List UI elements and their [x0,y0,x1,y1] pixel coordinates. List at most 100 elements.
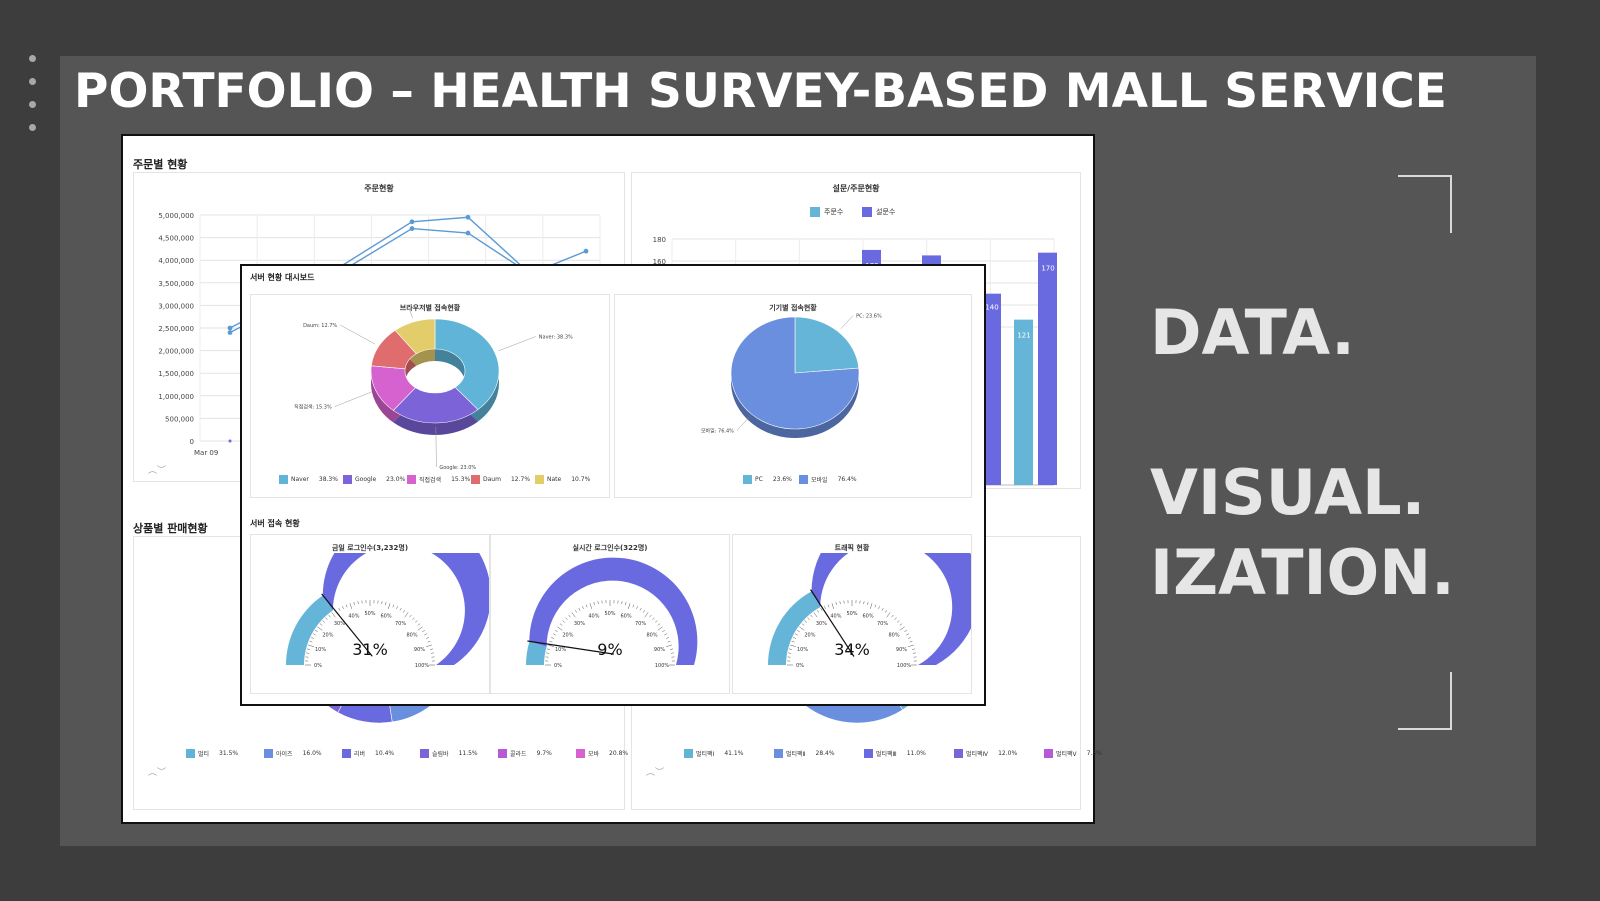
gauge-tick [807,617,810,620]
legend-label: 멀티팩Ⅲ [876,751,897,758]
gauge-tick [793,637,797,639]
legend-swatch [342,749,351,758]
legend-item[interactable]: Daum 12.7% [471,475,530,484]
legend-label: 멀티 [198,751,210,758]
gauge-tick-label: 90% [414,647,425,653]
slice-label: Daum: 12.7% [303,323,337,329]
legend-label: 멀티팩Ⅱ [786,751,806,758]
gauge-tick [894,617,897,620]
gauge-panel-login-today: 금일 로그인수(3,232명) 0% 10% 20% 30% 40% 50% 60% 70% 8… [250,534,490,694]
gauge-tick [897,620,900,623]
legend-value: 10.7% [571,476,591,483]
gauge-tick-label: 100% [897,663,912,669]
legend-item[interactable]: 직접검색 15.3% [407,475,470,484]
menu-dots-icon[interactable] [29,55,37,147]
legend-item[interactable]: 멀티팩Ⅲ 11.0% [864,749,926,758]
legend-item[interactable]: 멀티팩Ⅴ 7.5% [1044,749,1102,758]
gauge-tick-label: 30% [334,621,345,627]
gauge-tick-label: 10% [797,647,808,653]
gauge-needle [810,589,855,657]
gauge-tick [562,620,565,623]
gauge-tick [632,604,635,608]
legend-value: 38.3% [318,476,338,483]
legend-swatch [279,475,288,484]
gauge-title: 실시간 로그인수(322명) [572,544,648,552]
legend-label: Nate [547,476,562,483]
data-point [228,439,232,443]
gauge-title: 금일 로그인수(3,232명) [331,544,409,552]
gauge-traffic: 0% 10% 20%30%40% 50% 60%70%80% 90% 100% 34% [768,553,971,669]
gauge-tick [907,637,911,639]
pie-slice [794,316,860,374]
legend-item[interactable]: 멀티팩Ⅳ 12.0% [954,749,1017,758]
gauge-tick [912,652,916,654]
legend-order-count[interactable]: 주문수 [810,207,843,217]
gauge-tick [314,629,318,632]
gauge-tick [338,607,341,611]
gauge-tick-label: 0% [314,663,322,669]
legend-item[interactable]: 콜라드 9.7% [498,749,552,758]
legend-item[interactable]: 멀티팩Ⅰ 41.1% [684,749,743,758]
gauge-tick [412,617,415,620]
gauge-tick [403,609,406,613]
gauge-tick-label: 10% [315,647,326,653]
y-tick-label: 2,500,000 [158,325,194,333]
gauge-tick-label: 50% [604,611,615,617]
gauge-panel-login-realtime: 실시간 로그인수(322명) 0% 10% 20% 30% 40% 50% 60% 70% 80… [490,534,730,694]
legend-item[interactable]: Google 23.0% [343,475,405,484]
label-leader [498,336,536,352]
gauge-tick [574,609,577,613]
legend-item[interactable]: 슬림바 11.5% [420,749,478,758]
data-point [583,248,589,254]
gauge-value: 34% [834,640,870,659]
gauge-tick [585,604,588,608]
legend-item[interactable]: 모바 20.8% [576,749,628,758]
gauge-tick [353,601,355,606]
gauge-tick [417,626,423,631]
data-point [409,219,415,225]
data-point [409,226,415,231]
gauge-tick [309,640,313,643]
legend-item[interactable]: 멀티팩Ⅱ 28.4% [774,749,835,758]
legend-item[interactable]: 모바일 76.4% [799,475,857,484]
data-point [227,330,233,335]
gauge-tick [345,604,348,608]
y-tick-label: 1,000,000 [158,393,194,401]
gauge-tick [308,644,314,648]
legend-value: 10.4% [375,750,395,757]
legend-value: 11.5% [458,750,478,757]
label-leader [435,426,437,467]
gauge-tick-label: 90% [654,647,665,653]
slice-label: 모바일: 76.4% [701,428,734,435]
pie-slice [434,318,500,410]
device-pie-chart: PC: 23.6% 모바일: 76.4% [701,313,882,438]
legend-item[interactable]: Naver 38.3% [279,475,338,484]
legend-survey-count[interactable]: 설문수 [862,207,895,217]
legend-item[interactable]: Nate 10.7% [535,475,590,484]
gauge-tick [404,612,409,618]
y-tick-label: 3,000,000 [158,302,194,310]
legend-item[interactable]: 멀티 31.5% [186,749,238,758]
legend-swatch [535,475,544,484]
gauge-tick [549,640,553,643]
legend-value: 15.3% [451,476,471,483]
bar-value-label: 140 [985,304,998,312]
legend-item[interactable]: 리버 10.4% [342,749,394,758]
legend-item[interactable]: PC 23.6% [743,475,792,484]
gauge-tick [427,640,431,643]
gauge-tick-label: 100% [655,663,670,669]
gauge-tick [652,617,655,620]
gauge-tick-label: 60% [381,614,392,620]
gauge-tick [582,606,584,610]
legend-label: 멀티팩Ⅳ [966,751,989,758]
gauge-tick-label: 40% [348,614,359,620]
data-point [465,230,471,236]
label-leader [409,309,413,319]
gauge-tick-label: 70% [877,621,888,627]
legend-swatch [799,475,808,484]
label-leader [840,315,854,329]
gauge-tick [906,633,910,636]
gauge-tick [643,609,646,613]
legend-item[interactable]: 아이즈 16.0% [264,749,322,758]
gauge-tick [548,644,554,648]
